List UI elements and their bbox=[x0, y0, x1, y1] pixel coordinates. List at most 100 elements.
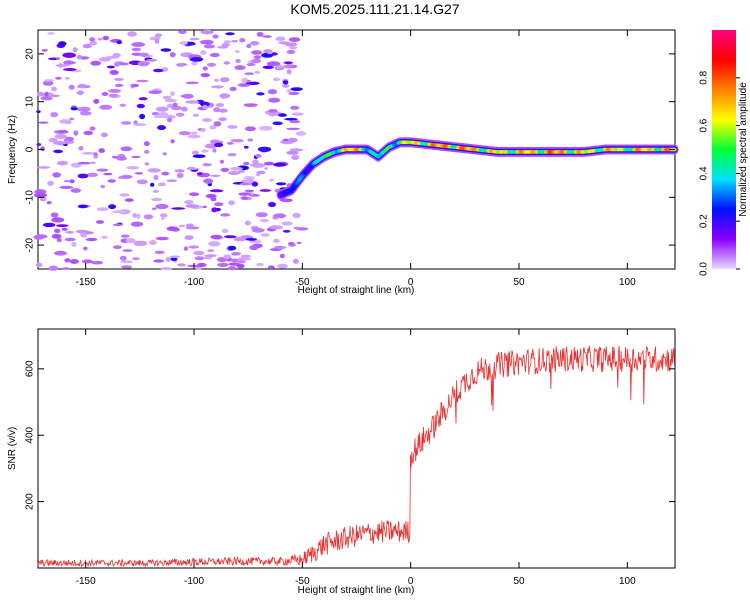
spectrogram-noise-blob bbox=[134, 172, 144, 175]
snr-y-ticks: 200 400 600 bbox=[25, 360, 675, 510]
spectrogram-noise-blob bbox=[50, 94, 60, 98]
spectrogram-noise-blob bbox=[48, 265, 59, 271]
spectrogram-noise-blob bbox=[114, 61, 120, 67]
spectrogram-noise-blob bbox=[276, 182, 287, 186]
x-tick-label: -100 bbox=[184, 277, 204, 288]
spectrogram-noise-blob bbox=[151, 112, 160, 116]
spectrogram-noise-blob bbox=[227, 125, 238, 129]
spectrogram-noise-blob bbox=[65, 231, 74, 234]
spectrogram-noise-blob bbox=[220, 77, 230, 83]
spectrogram-noise-blob bbox=[151, 197, 163, 202]
spectrogram-noise-blob bbox=[149, 240, 157, 245]
spectrogram-noise-blob bbox=[207, 249, 215, 253]
spectrogram-noise-blob bbox=[203, 163, 212, 167]
snr-y-label: SNR (v/v) bbox=[7, 427, 18, 470]
spectrogram-noise-blob bbox=[36, 143, 42, 146]
spectrogram-noise-blob bbox=[230, 166, 243, 171]
spectrogram-noise-blob bbox=[79, 111, 92, 116]
spectrogram-noise-blob bbox=[125, 238, 136, 244]
spectrogram-noise-blob bbox=[185, 204, 199, 208]
spectrogram-y-ticks: -20 -10 0 10 20 bbox=[25, 48, 675, 252]
spectrogram-noise-blob bbox=[120, 121, 132, 125]
spectrogram-noise-blob bbox=[99, 104, 113, 110]
spectrogram-noise-blob bbox=[50, 112, 59, 118]
spectrogram-noise-blob bbox=[213, 121, 222, 127]
spectrogram-noise-blob bbox=[202, 118, 212, 122]
spectrogram-noise bbox=[33, 29, 309, 271]
spectrogram-noise-blob bbox=[244, 72, 255, 75]
spectrogram-noise-blob bbox=[214, 202, 224, 207]
y-tick-label: -10 bbox=[25, 190, 36, 205]
spectrogram-noise-blob bbox=[41, 48, 48, 52]
spectrogram-noise-blob bbox=[202, 205, 207, 209]
x-tick-label: 100 bbox=[619, 277, 636, 288]
spectrogram-noise-blob bbox=[70, 107, 78, 111]
spectrogram-noise-blob bbox=[33, 234, 44, 240]
spectrogram-noise-blob bbox=[36, 110, 41, 113]
spectrogram-noise-blob bbox=[35, 262, 43, 268]
spectrogram-noise-blob bbox=[53, 141, 67, 145]
spectrogram-noise-blob bbox=[288, 137, 298, 143]
spectrogram-noise-blob bbox=[82, 43, 92, 49]
spectrogram-noise-blob bbox=[56, 237, 62, 243]
spectrogram-noise-blob bbox=[209, 125, 217, 130]
spectrogram-noise-blob bbox=[228, 200, 235, 206]
spectrogram-noise-blob bbox=[55, 57, 61, 60]
spectrogram-noise-blob bbox=[251, 227, 265, 233]
x-tick-label: 50 bbox=[513, 277, 525, 288]
spectrogram-noise-blob bbox=[153, 115, 167, 118]
spectrogram-noise-blob bbox=[114, 83, 124, 87]
spectrogram-noise-blob bbox=[235, 49, 240, 54]
spectrogram-noise-blob bbox=[243, 161, 250, 166]
spectrogram-noise-blob bbox=[62, 52, 76, 58]
spectrogram-noise-blob bbox=[47, 180, 54, 186]
spectrogram-noise-blob bbox=[91, 260, 104, 265]
spectrogram-noise-blob bbox=[116, 40, 123, 45]
spectrogram-noise-blob bbox=[106, 65, 115, 69]
spectrogram-noise-blob bbox=[160, 217, 165, 220]
spectrogram-noise-blob bbox=[63, 138, 69, 142]
spectrogram-noise-blob bbox=[50, 212, 59, 218]
spectrogram-noise-blob bbox=[211, 207, 218, 213]
spectrogram-noise-blob bbox=[219, 93, 231, 99]
spectrogram-noise-blob bbox=[64, 237, 76, 242]
spectrogram-noise-blob bbox=[166, 179, 178, 182]
spectrogram-noise-blob bbox=[130, 221, 144, 227]
snr-x-label: Height of straight line (km) bbox=[298, 585, 415, 596]
spectrogram-noise-blob bbox=[63, 179, 70, 183]
spectrogram-noise-blob bbox=[108, 88, 121, 93]
x-tick-label: 100 bbox=[619, 576, 636, 587]
spectrogram-noise-blob bbox=[240, 254, 251, 258]
spectrogram-noise-blob bbox=[239, 38, 246, 43]
spectrogram-noise-blob bbox=[54, 250, 67, 256]
spectrogram-noise-blob bbox=[197, 262, 207, 268]
spectrogram-noise-blob bbox=[281, 84, 290, 88]
spectrogram-noise-blob bbox=[268, 97, 281, 103]
y-tick-label: 600 bbox=[25, 360, 36, 377]
spectrogram-noise-blob bbox=[143, 149, 150, 154]
spectrogram-ridge bbox=[276, 137, 679, 200]
spectrogram-noise-blob bbox=[286, 49, 296, 54]
spectrogram-noise-blob bbox=[245, 238, 258, 241]
spectrogram-noise-blob bbox=[246, 43, 252, 49]
spectrogram-noise-blob bbox=[138, 52, 149, 57]
spectrogram-noise-blob bbox=[200, 101, 210, 107]
spectrogram-noise-blob bbox=[69, 259, 80, 264]
spectrogram-noise-blob bbox=[203, 256, 213, 260]
spectrogram-noise-blob bbox=[56, 224, 69, 228]
colorbar-tick-label: 0.2 bbox=[699, 214, 710, 228]
spectrogram-noise-blob bbox=[85, 237, 98, 242]
spectrogram-noise-blob bbox=[178, 30, 187, 34]
spectrogram-noise-blob bbox=[44, 79, 55, 82]
spectrogram-noise-blob bbox=[226, 142, 234, 145]
spectrogram-noise-blob bbox=[180, 94, 192, 98]
spectrogram-noise-blob bbox=[284, 117, 298, 121]
spectrogram-noise-blob bbox=[268, 265, 275, 270]
spectrogram-noise-blob bbox=[114, 77, 124, 81]
spectrogram-noise-blob bbox=[189, 37, 200, 41]
spectrogram-noise-blob bbox=[90, 60, 101, 66]
spectrogram-y-label: Frequency (Hz) bbox=[7, 115, 18, 184]
spectrogram-noise-blob bbox=[260, 233, 270, 237]
spectrogram-noise-blob bbox=[126, 166, 140, 170]
spectrogram-noise-blob bbox=[274, 245, 287, 250]
